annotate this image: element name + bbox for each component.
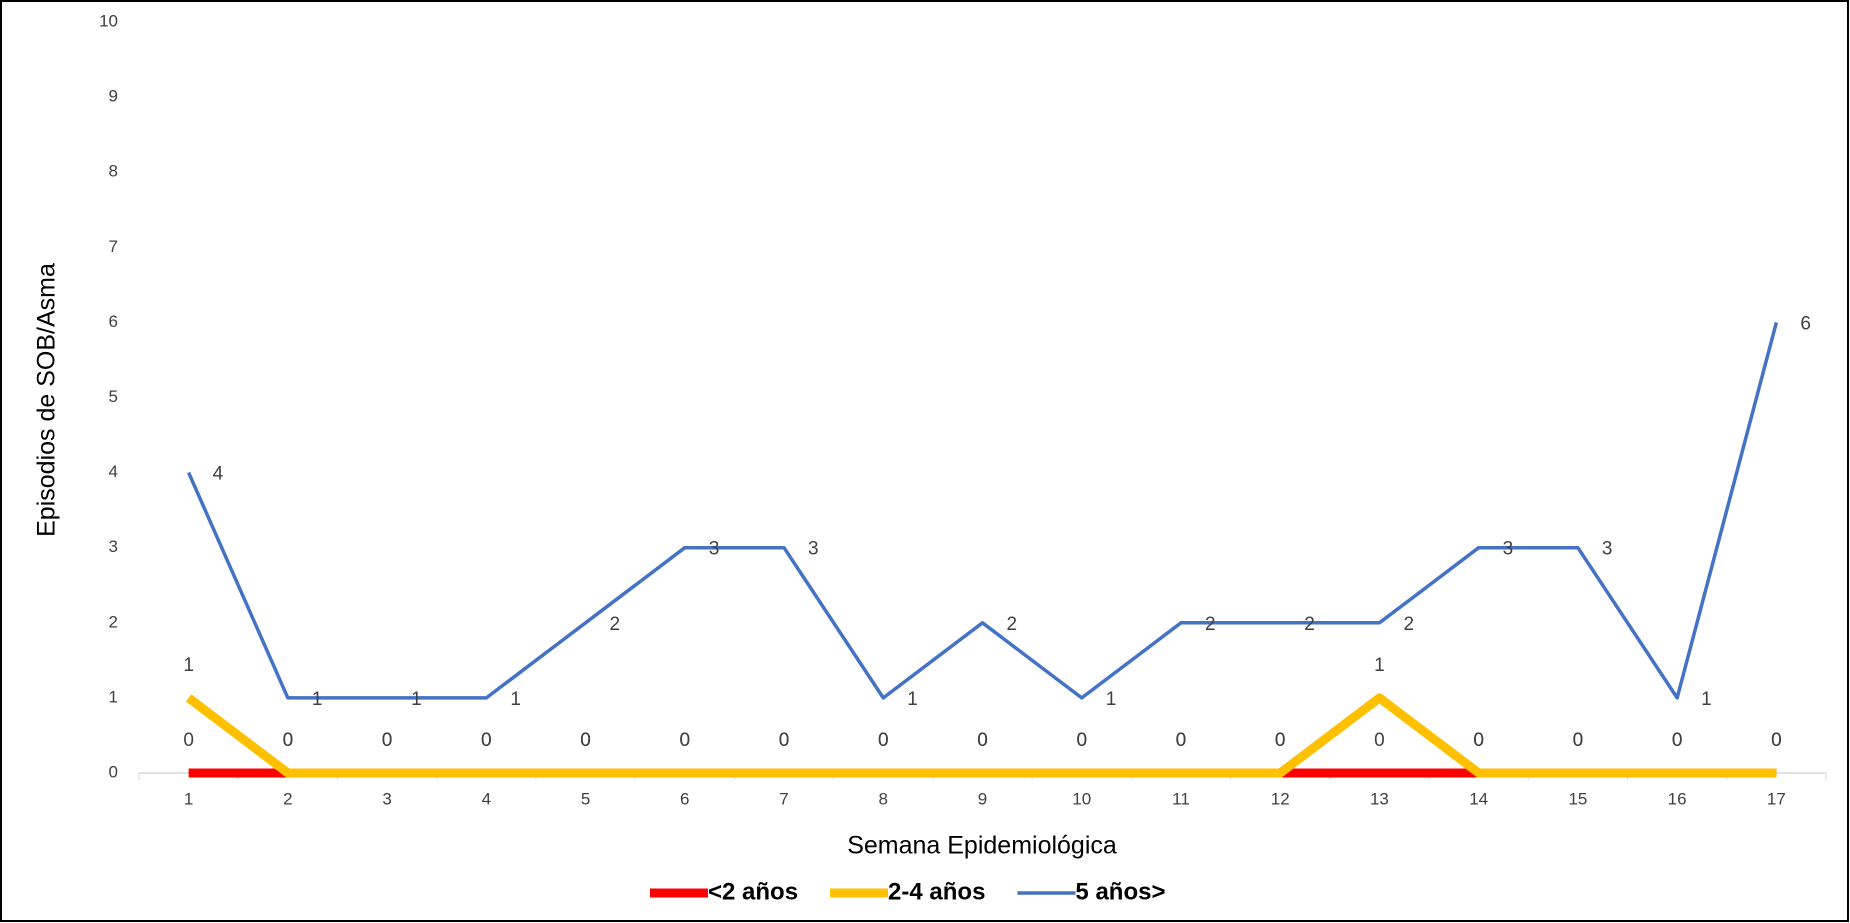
y-tick-label: 10	[99, 11, 118, 30]
data-label: 0	[1573, 730, 1584, 751]
x-tick-label: 12	[1271, 789, 1290, 808]
data-label: 3	[808, 539, 819, 560]
y-axis-title: Episodios de SOB/Asma	[33, 263, 61, 537]
data-label: 6	[1800, 313, 1811, 334]
x-tick-label: 5	[581, 789, 590, 808]
x-tick-label: 16	[1668, 789, 1687, 808]
x-tick-label: 17	[1767, 789, 1786, 808]
x-tick-label: 7	[779, 789, 788, 808]
y-tick-label: 1	[109, 687, 118, 706]
data-label: 1	[411, 689, 422, 710]
data-label: 2	[1205, 614, 1216, 635]
y-tick-label: 8	[109, 162, 118, 181]
data-label: 0	[1473, 730, 1484, 751]
data-label: 0	[1573, 730, 1584, 751]
data-label: 0	[382, 730, 393, 751]
data-label: 0	[1374, 730, 1385, 751]
data-label: 2	[1007, 614, 1018, 635]
data-label: 1	[1106, 689, 1117, 710]
data-label: 0	[1275, 730, 1286, 751]
data-label: 0	[1176, 730, 1187, 751]
data-label: 2	[610, 614, 621, 635]
x-axis-title: Semana Epidemiológica	[847, 832, 1117, 860]
data-label: 3	[1503, 539, 1514, 560]
data-label: 0	[1771, 730, 1782, 751]
data-label: 0	[977, 730, 988, 751]
data-label: 0	[1076, 730, 1087, 751]
x-tick-label: 10	[1072, 789, 1091, 808]
data-label: 0	[481, 730, 492, 751]
legend-label: <2 años	[708, 878, 798, 905]
data-label: 0	[1076, 730, 1087, 751]
series-line	[187, 321, 1779, 700]
x-tick-label: 15	[1568, 789, 1587, 808]
data-label: 0	[382, 730, 393, 751]
data-label: 0	[1672, 730, 1683, 751]
x-tick-label: 13	[1370, 789, 1389, 808]
legend-label: 5 años>	[1075, 878, 1165, 905]
data-label: 1	[312, 689, 323, 710]
data-label: 0	[878, 730, 889, 751]
x-tick-label: 11	[1172, 789, 1190, 808]
data-label: 0	[481, 730, 492, 751]
y-tick-label: 6	[109, 312, 118, 331]
x-tick-label: 14	[1469, 789, 1488, 808]
data-label: 0	[977, 730, 988, 751]
x-tick-label: 6	[680, 789, 689, 808]
x-tick-label: 8	[879, 789, 888, 808]
data-label: 1	[183, 655, 194, 676]
y-tick-label: 0	[109, 762, 118, 781]
data-label: 1	[907, 689, 918, 710]
legend-label: 2-4 años	[888, 878, 985, 905]
data-label: 0	[680, 730, 691, 751]
data-label: 1	[1374, 655, 1385, 676]
data-label: 0	[580, 730, 591, 751]
data-label: 2	[1403, 614, 1414, 635]
y-tick-label: 3	[109, 537, 118, 556]
data-label: 3	[1602, 539, 1613, 560]
x-tick-label: 9	[978, 789, 987, 808]
data-label: 0	[878, 730, 889, 751]
data-label: 0	[680, 730, 691, 751]
data-label: 0	[1473, 730, 1484, 751]
data-label: 4	[213, 464, 224, 485]
x-tick-label: 4	[482, 789, 491, 808]
data-label: 0	[1672, 730, 1683, 751]
y-tick-label: 5	[109, 387, 118, 406]
x-tick-label: 1	[184, 789, 193, 808]
data-label: 0	[779, 730, 790, 751]
data-label: 0	[1275, 730, 1286, 751]
data-label: 3	[709, 539, 720, 560]
data-label: 1	[1701, 689, 1712, 710]
y-tick-label: 9	[109, 87, 118, 106]
y-tick-label: 4	[109, 462, 118, 481]
data-label: 2	[1304, 614, 1315, 635]
data-label: 0	[580, 730, 591, 751]
data-label: 0	[1771, 730, 1782, 751]
series-line	[185, 693, 1777, 778]
data-label: 0	[1176, 730, 1187, 751]
data-label: 0	[183, 730, 194, 751]
y-tick-label: 7	[109, 237, 118, 256]
data-label: 0	[779, 730, 790, 751]
data-label: 0	[283, 730, 294, 751]
y-tick-label: 2	[109, 612, 118, 631]
data-label: 0	[283, 730, 294, 751]
data-label: 1	[510, 689, 521, 710]
x-tick-label: 2	[283, 789, 292, 808]
x-tick-label: 3	[382, 789, 391, 808]
